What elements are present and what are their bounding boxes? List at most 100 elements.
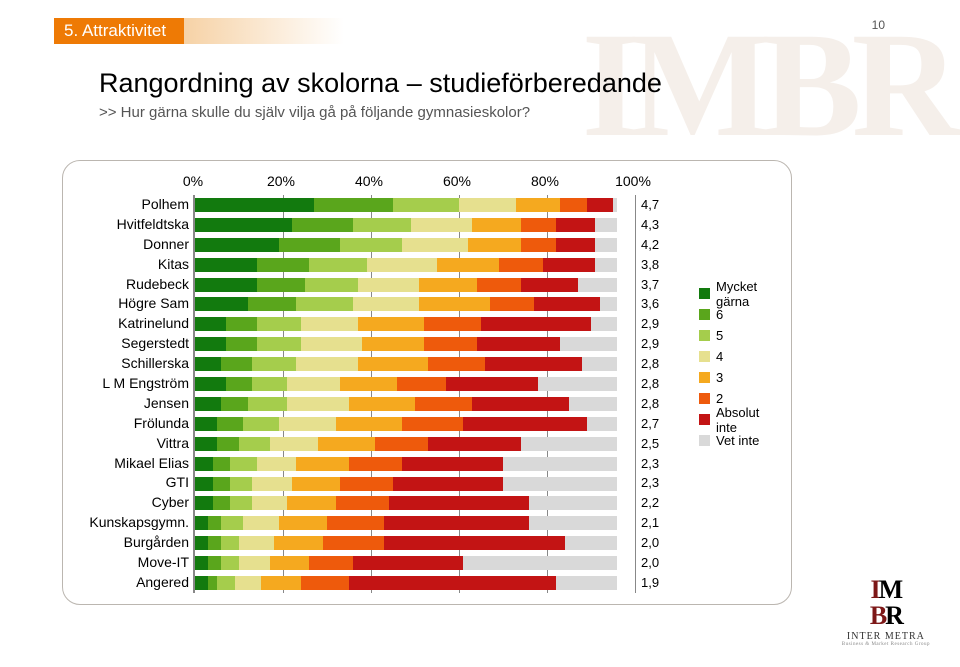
legend-swatch — [699, 330, 710, 341]
bar-segment — [521, 238, 556, 252]
legend-label: Vet inte — [716, 433, 759, 448]
bar-segment — [327, 516, 384, 530]
bar-row — [195, 417, 635, 431]
bar-segment — [287, 377, 340, 391]
bar-segment — [340, 377, 397, 391]
bar-segment — [252, 357, 296, 371]
bar-row — [195, 258, 635, 272]
bar-segment — [248, 397, 288, 411]
legend-swatch — [699, 393, 710, 404]
bar-segment — [221, 536, 239, 550]
bar-segment — [226, 317, 257, 331]
bar-segment — [208, 556, 221, 570]
bar-segment — [481, 317, 591, 331]
bar-row — [195, 357, 635, 371]
bar-segment — [195, 278, 257, 292]
section-banner: 5. Attraktivitet — [54, 18, 344, 44]
plot-area — [193, 195, 635, 593]
row-value: 2,9 — [641, 314, 681, 334]
row-label: Schillerska — [73, 354, 189, 374]
legend-item: Mycket gärna — [699, 283, 781, 304]
bar-segment — [358, 357, 428, 371]
bar-segment — [195, 357, 221, 371]
bar-segment — [208, 576, 217, 590]
bar-segment — [424, 337, 477, 351]
bar-segment — [195, 238, 279, 252]
bar-segment — [195, 536, 208, 550]
bar-segment — [459, 198, 516, 212]
bar-segment — [428, 357, 485, 371]
row-value: 2,8 — [641, 374, 681, 394]
bar-segment — [309, 556, 353, 570]
bar-segment — [556, 238, 596, 252]
bar-segment — [274, 536, 322, 550]
y-axis-labels: PolhemHvitfeldtskaDonnerKitasRudebeckHög… — [73, 195, 189, 593]
row-value: 3,6 — [641, 294, 681, 314]
bar-segment — [213, 496, 231, 510]
bar-row — [195, 397, 635, 411]
bar-segment — [226, 337, 257, 351]
page-number: 10 — [872, 18, 885, 32]
row-label: Vittra — [73, 434, 189, 454]
bar-segment — [257, 457, 297, 471]
bar-segment — [270, 556, 310, 570]
bar-segment — [217, 437, 239, 451]
bar-segment — [195, 337, 226, 351]
bar-segment — [257, 317, 301, 331]
legend-item: 3 — [699, 367, 781, 388]
bar-segment — [393, 198, 459, 212]
banner-fade — [184, 18, 344, 44]
bar-segment — [248, 297, 296, 311]
bar-segment — [477, 337, 561, 351]
bar-segment — [301, 337, 363, 351]
row-value: 2,9 — [641, 334, 681, 354]
bar-segment — [543, 258, 596, 272]
bar-segment — [499, 258, 543, 272]
legend-swatch — [699, 351, 710, 362]
bar-segment — [221, 357, 252, 371]
legend-swatch — [699, 309, 710, 320]
bar-segment — [437, 258, 499, 272]
legend-item: Absolut inte — [699, 409, 781, 430]
chart-inner: 0%20%40%60%80%100% PolhemHvitfeldtskaDon… — [73, 173, 781, 596]
bar-segment — [252, 377, 287, 391]
legend-label: 5 — [716, 328, 723, 343]
bar-segment — [292, 477, 340, 491]
bar-segment — [221, 516, 243, 530]
bar-row — [195, 238, 635, 252]
bar-segment — [195, 317, 226, 331]
row-value: 2,0 — [641, 553, 681, 573]
legend-label: 6 — [716, 307, 723, 322]
row-value: 2,8 — [641, 354, 681, 374]
bar-segment — [353, 556, 463, 570]
bar-segment — [257, 278, 305, 292]
row-value: 1,9 — [641, 573, 681, 593]
bar-segment — [279, 238, 341, 252]
bar-segment — [587, 198, 613, 212]
bar-segment — [323, 536, 385, 550]
row-values-column: 4,74,34,23,83,73,62,92,92,82,82,82,72,52… — [641, 195, 681, 593]
bar-segment — [375, 437, 428, 451]
bar-segment — [463, 417, 586, 431]
bar-segment — [195, 457, 213, 471]
bar-segment — [349, 397, 415, 411]
row-value: 4,2 — [641, 235, 681, 255]
row-label: Jensen — [73, 394, 189, 414]
bar-segment — [226, 377, 252, 391]
bar-segment — [195, 397, 221, 411]
bar-segment — [560, 198, 586, 212]
chart-frame: 0%20%40%60%80%100% PolhemHvitfeldtskaDon… — [62, 160, 792, 605]
bar-segment — [309, 258, 366, 272]
x-axis-tick: 0% — [183, 173, 203, 189]
row-label: Hvitfeldtska — [73, 215, 189, 235]
bar-segment — [279, 516, 327, 530]
bar-segment — [195, 477, 213, 491]
footer-logo-name: INTER METRA — [842, 632, 930, 642]
section-label: 5. Attraktivitet — [54, 18, 184, 44]
page-subtitle: >> Hur gärna skulle du själv vilja gå på… — [99, 104, 530, 121]
row-label: Cyber — [73, 493, 189, 513]
x-axis-tick: 80% — [531, 173, 559, 189]
bar-segment — [296, 357, 358, 371]
bar-segment — [213, 477, 231, 491]
bar-row — [195, 377, 635, 391]
